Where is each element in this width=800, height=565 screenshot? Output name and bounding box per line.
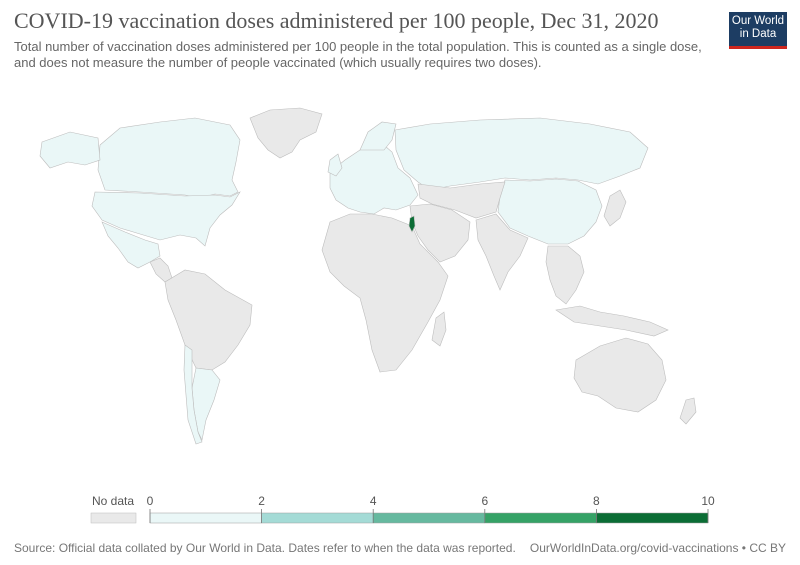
legend-bin[interactable] [372, 512, 486, 524]
region-south-asia[interactable] [475, 213, 529, 291]
region-new-zealand[interactable] [679, 397, 697, 425]
legend-no-data-label: No data [92, 494, 134, 508]
region-alaska[interactable] [39, 131, 101, 169]
region-scandinavia[interactable] [359, 121, 397, 151]
source-note: Source: Official data collated by Our Wo… [14, 541, 516, 555]
chart-subtitle: Total number of vaccination doses admini… [14, 39, 702, 70]
world-map [39, 107, 697, 445]
region-greenland[interactable] [249, 107, 323, 159]
legend-tick-label: 0 [147, 494, 154, 508]
region-usa[interactable] [91, 191, 241, 247]
region-middle-east[interactable] [409, 203, 471, 263]
legend-tick-label: 6 [481, 494, 488, 508]
region-central-america[interactable] [149, 257, 173, 283]
legend-ticks: 0 2 4 6 8 10 [147, 494, 715, 523]
legend-tick-label: 10 [701, 494, 715, 508]
region-japan[interactable] [603, 189, 627, 227]
region-indonesia[interactable] [555, 305, 669, 337]
region-africa[interactable] [321, 213, 449, 373]
region-uk[interactable] [327, 153, 343, 177]
chart-title: COVID-19 vaccination doses administered … [14, 8, 659, 33]
legend-bins [149, 512, 709, 524]
legend-bin[interactable] [149, 512, 262, 524]
region-central-asia[interactable] [417, 181, 506, 219]
region-southeast-asia[interactable] [545, 245, 585, 305]
legend-bin[interactable] [484, 512, 597, 524]
legend-tick-label: 4 [370, 494, 377, 508]
legend-tick-label: 2 [258, 494, 265, 508]
region-australia[interactable] [573, 337, 667, 413]
region-israel[interactable] [408, 215, 416, 233]
region-russia[interactable] [394, 117, 649, 191]
legend-bin[interactable] [261, 512, 374, 524]
legend-tick-label: 8 [593, 494, 600, 508]
source-url[interactable]: OurWorldInData.org/covid-vaccinations • … [529, 541, 786, 555]
logo-line-2: in Data [739, 28, 777, 40]
region-china[interactable] [497, 178, 603, 245]
legend-bin[interactable] [596, 512, 709, 524]
map-legend: No data 0 2 4 6 8 10 [90, 494, 715, 524]
legend-no-data-swatch [90, 512, 137, 524]
logo-line-1: Our World [731, 15, 785, 27]
region-madagascar[interactable] [431, 311, 447, 347]
region-chile[interactable] [183, 344, 203, 445]
owid-logo[interactable]: Our World in Data [729, 12, 787, 49]
region-south-america[interactable] [164, 269, 253, 371]
region-north-america[interactable] [97, 117, 241, 199]
